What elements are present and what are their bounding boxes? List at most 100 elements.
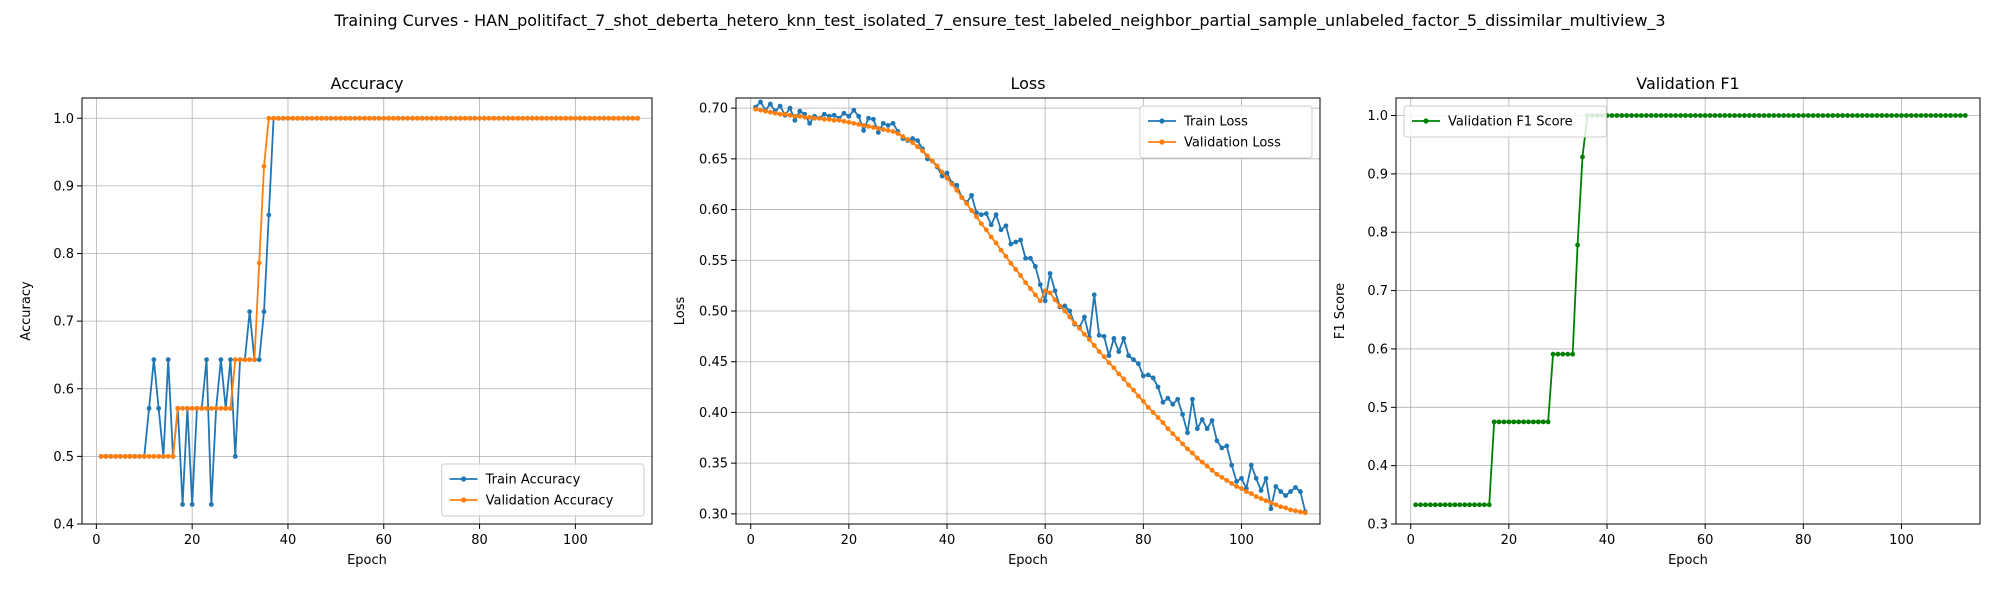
data-point bbox=[386, 115, 391, 121]
data-point bbox=[1933, 113, 1939, 118]
accuracy-chart: 0 20 40 60 80 100 0.4 0.5 0.6 0.7 0.8 0.9 1.0 Accurac… bbox=[19, 74, 653, 568]
x-axis-label: Epoch bbox=[1008, 553, 1048, 568]
x-tick-label: 80 bbox=[1795, 533, 1812, 548]
data-point bbox=[821, 111, 827, 117]
data-point bbox=[275, 115, 281, 121]
data-point bbox=[1096, 332, 1102, 338]
data-point bbox=[295, 115, 300, 121]
x-tick-label: 20 bbox=[1501, 533, 1518, 548]
y-tick-label: 0.4 bbox=[53, 518, 74, 533]
data-point bbox=[165, 357, 171, 363]
data-point bbox=[1732, 113, 1738, 118]
data-point bbox=[1052, 297, 1058, 303]
data-point bbox=[261, 163, 267, 169]
data-point bbox=[880, 127, 886, 132]
data-point bbox=[635, 115, 641, 121]
grid bbox=[1396, 98, 1980, 525]
data-point bbox=[568, 115, 573, 121]
y-tick-label: 0.30 bbox=[699, 507, 728, 522]
data-point bbox=[934, 163, 940, 169]
data-point bbox=[1899, 113, 1904, 118]
data-point bbox=[1452, 502, 1458, 508]
data-point bbox=[1160, 399, 1166, 405]
data-point bbox=[1199, 459, 1205, 465]
y-tick-label: 0.4 bbox=[1367, 459, 1388, 474]
data-point bbox=[170, 453, 176, 459]
legend-item: Validation Accuracy bbox=[449, 494, 614, 509]
data-point bbox=[371, 115, 377, 121]
data-point bbox=[194, 405, 200, 411]
data-point bbox=[366, 115, 372, 121]
data-point bbox=[405, 115, 411, 121]
data-point bbox=[113, 453, 118, 459]
data-point bbox=[151, 453, 157, 459]
data-point bbox=[1219, 445, 1225, 451]
data-point bbox=[1288, 489, 1293, 494]
data-point bbox=[753, 106, 759, 112]
data-point bbox=[1850, 113, 1855, 118]
data-point bbox=[438, 115, 444, 121]
data-point bbox=[285, 115, 291, 121]
data-point bbox=[390, 115, 396, 121]
data-point bbox=[767, 101, 773, 107]
data-point bbox=[1447, 502, 1453, 508]
data-point bbox=[1086, 337, 1092, 342]
data-point bbox=[1170, 431, 1176, 437]
data-point bbox=[486, 115, 492, 121]
data-point bbox=[549, 115, 554, 121]
data-point bbox=[856, 113, 862, 119]
data-point bbox=[1918, 113, 1924, 118]
data-point bbox=[98, 453, 104, 459]
data-point bbox=[472, 115, 478, 121]
data-point bbox=[501, 115, 506, 121]
data-point bbox=[1467, 502, 1473, 508]
data-point bbox=[309, 115, 315, 121]
data-point bbox=[343, 115, 348, 121]
data-point bbox=[1145, 404, 1151, 410]
data-point bbox=[1180, 412, 1185, 417]
data-point bbox=[1268, 500, 1274, 506]
data-point bbox=[496, 115, 502, 121]
y-tick-label: 0.5 bbox=[53, 450, 74, 465]
data-point bbox=[1712, 113, 1718, 118]
data-point bbox=[1101, 354, 1107, 360]
data-point bbox=[1253, 475, 1259, 481]
legend-label: Train Loss bbox=[1183, 115, 1248, 130]
data-point bbox=[1293, 508, 1298, 514]
data-point bbox=[1830, 113, 1836, 118]
data-point bbox=[247, 309, 253, 315]
data-point bbox=[758, 99, 763, 105]
data-point bbox=[1136, 361, 1141, 367]
data-point bbox=[553, 115, 559, 121]
legend-swatch-marker bbox=[461, 497, 467, 503]
data-point bbox=[1185, 446, 1190, 452]
data-point bbox=[1037, 282, 1043, 288]
data-point bbox=[807, 120, 813, 126]
data-point bbox=[1091, 343, 1097, 348]
figure-suptitle: Training Curves - HAN_politifact_7_shot_… bbox=[333, 11, 1665, 31]
data-point bbox=[1047, 271, 1053, 276]
data-point bbox=[304, 115, 310, 121]
data-point bbox=[1727, 113, 1733, 118]
data-point bbox=[333, 115, 339, 121]
loss-chart: 0 20 40 60 80 100 0.30 0.35 0.40 0.45 0.50 0.55 0.60… bbox=[673, 74, 1321, 568]
data-point bbox=[1722, 113, 1728, 118]
data-point bbox=[831, 112, 837, 118]
data-point bbox=[587, 115, 593, 121]
data-point bbox=[787, 112, 793, 118]
data-point bbox=[1155, 384, 1161, 390]
data-point bbox=[1462, 502, 1468, 508]
data-point bbox=[1845, 113, 1850, 118]
axes-frame bbox=[1395, 97, 1981, 525]
data-point bbox=[1062, 308, 1068, 314]
data-point bbox=[1096, 349, 1102, 354]
data-point bbox=[1908, 113, 1914, 118]
data-point bbox=[1258, 488, 1264, 493]
data-point bbox=[1150, 375, 1156, 381]
data-point bbox=[1957, 113, 1963, 118]
data-point bbox=[1180, 441, 1185, 447]
data-point bbox=[1273, 502, 1279, 508]
data-point bbox=[1170, 401, 1176, 407]
data-point bbox=[821, 116, 827, 122]
data-point bbox=[256, 260, 262, 266]
